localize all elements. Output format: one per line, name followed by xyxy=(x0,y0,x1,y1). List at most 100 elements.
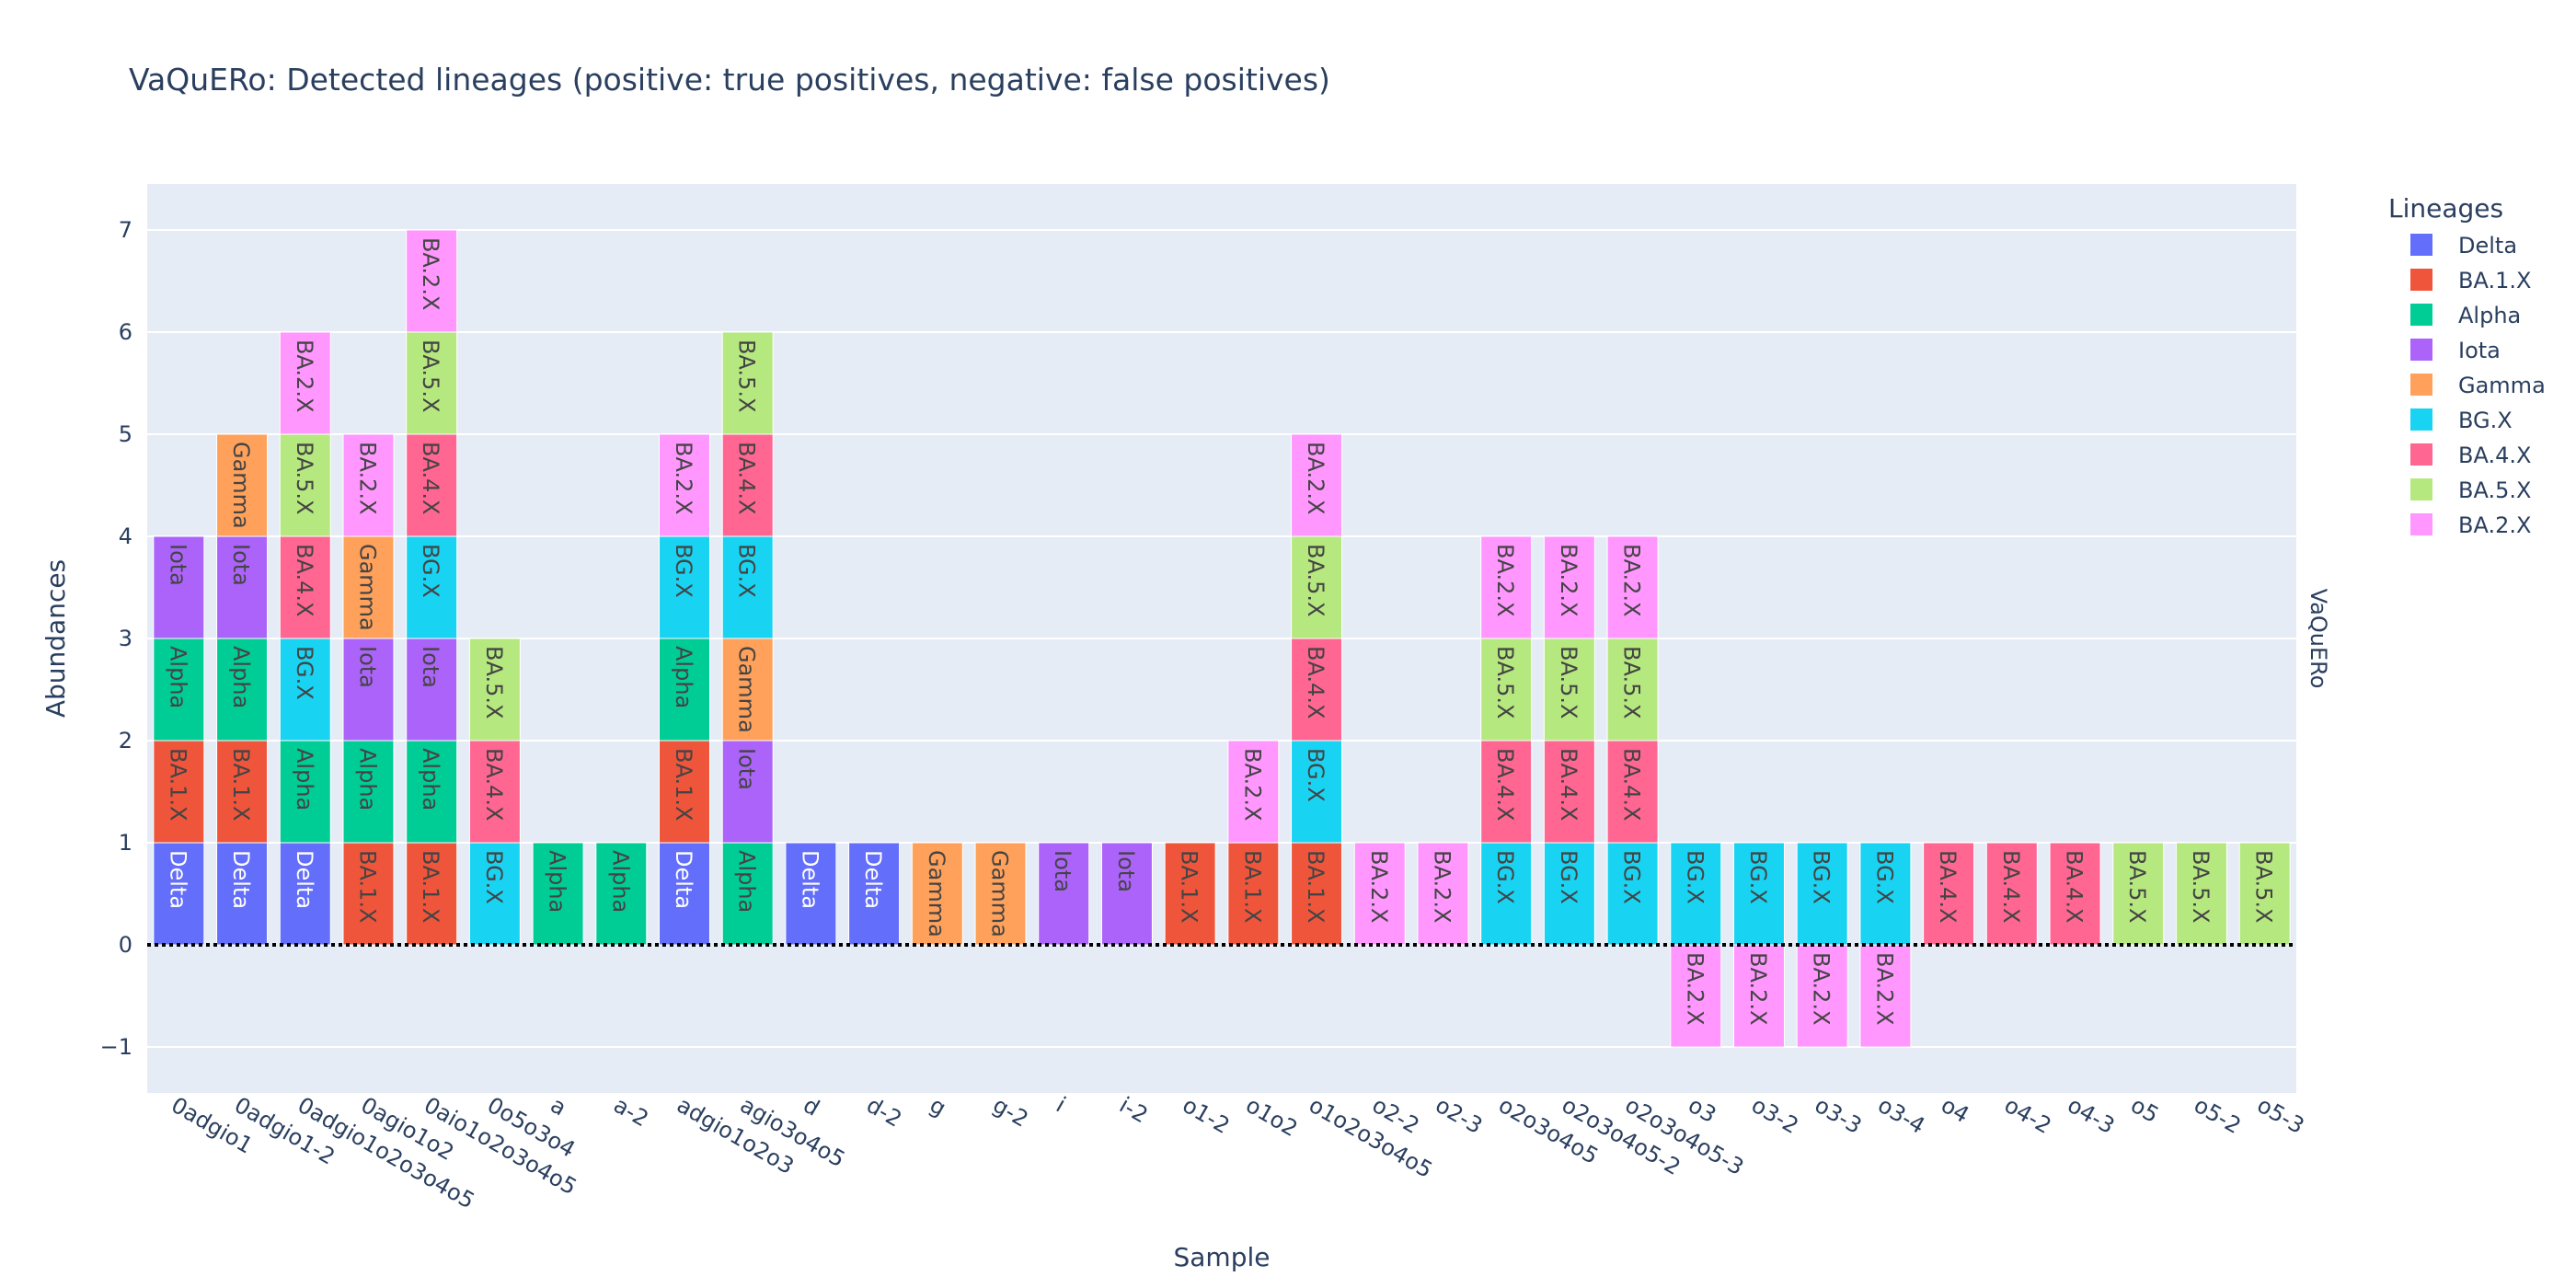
x-axis-title: Sample xyxy=(1174,1242,1271,1272)
bar-segment[interactable] xyxy=(1796,842,1848,946)
bar-segment[interactable] xyxy=(1543,842,1595,946)
bar-segment[interactable] xyxy=(1227,740,1280,844)
bar-segment[interactable] xyxy=(1291,638,1343,742)
bar-segment[interactable] xyxy=(1543,740,1595,844)
bar-segment[interactable] xyxy=(216,535,269,639)
bar-segment[interactable] xyxy=(216,638,269,742)
bar-segment-label: Alpha xyxy=(545,850,570,913)
bar-segment[interactable] xyxy=(153,535,205,639)
bar-segment-label: Alpha xyxy=(734,850,760,913)
legend-swatch[interactable] xyxy=(2410,513,2432,535)
bar-segment[interactable] xyxy=(1543,535,1595,639)
bar-segment[interactable] xyxy=(721,740,774,844)
legend-swatch[interactable] xyxy=(2410,304,2432,326)
bar-segment[interactable] xyxy=(342,740,395,844)
bar-segment[interactable] xyxy=(1291,740,1343,844)
bar-segment[interactable] xyxy=(721,331,774,435)
bar-segment[interactable] xyxy=(2175,842,2227,946)
bar-segment[interactable] xyxy=(1417,842,1469,946)
bar-segment[interactable] xyxy=(1985,842,2038,946)
bar-segment[interactable] xyxy=(659,433,710,537)
bar-segment[interactable] xyxy=(1480,740,1533,844)
bar-segment[interactable] xyxy=(2238,842,2291,946)
bar-segment-label: BA.4.X xyxy=(1492,748,1518,821)
bar-segment[interactable] xyxy=(659,535,710,639)
bar-segment[interactable] xyxy=(1606,535,1659,639)
bar-segment[interactable] xyxy=(153,740,205,844)
bar-segment[interactable] xyxy=(342,842,395,946)
legend-swatch[interactable] xyxy=(2410,374,2432,396)
bar-segment[interactable] xyxy=(153,638,205,742)
bar-segment[interactable] xyxy=(406,638,458,742)
bar-segment-label: BA.1.X xyxy=(354,850,380,923)
bar-segment[interactable] xyxy=(1733,842,1785,946)
bar-segment[interactable] xyxy=(1480,842,1533,946)
bar-segment[interactable] xyxy=(342,535,395,639)
bar-segment[interactable] xyxy=(595,842,648,946)
bar-segment[interactable] xyxy=(721,433,774,537)
bar-segment[interactable] xyxy=(1164,842,1216,946)
bar-segment[interactable] xyxy=(848,842,901,946)
legend-swatch[interactable] xyxy=(2410,339,2432,361)
bar-segment[interactable] xyxy=(1100,842,1153,946)
bar-segment[interactable] xyxy=(1670,944,1722,1048)
bar-segment[interactable] xyxy=(216,433,269,537)
x-tick-label: o5 xyxy=(2126,1092,2163,1128)
bar-segment[interactable] xyxy=(1796,944,1848,1048)
bar-segment[interactable] xyxy=(279,433,331,537)
bar-segment[interactable] xyxy=(279,535,331,639)
bar-segment[interactable] xyxy=(2049,842,2101,946)
bar-segment[interactable] xyxy=(1923,842,1975,946)
bar-segment[interactable] xyxy=(1606,842,1659,946)
bar-segment[interactable] xyxy=(1480,535,1533,639)
bar-segment[interactable] xyxy=(279,842,331,946)
bar-segment[interactable] xyxy=(1291,842,1343,946)
bar-segment[interactable] xyxy=(279,331,331,435)
bar-segment[interactable] xyxy=(1353,842,1406,946)
bar-segment[interactable] xyxy=(721,842,774,946)
bar-segment[interactable] xyxy=(721,535,774,639)
bar-segment[interactable] xyxy=(1038,842,1090,946)
bar-segment[interactable] xyxy=(911,842,963,946)
bar-segment[interactable] xyxy=(532,842,584,946)
bar-segment[interactable] xyxy=(1670,842,1722,946)
bar-segment-label: BA.4.X xyxy=(1303,646,1328,719)
bar-segment[interactable] xyxy=(1291,535,1343,639)
bar-segment-label: Gamma xyxy=(924,850,949,937)
bar-segment[interactable] xyxy=(1859,842,1912,946)
bar-segment[interactable] xyxy=(1606,638,1659,742)
bar-segment[interactable] xyxy=(2112,842,2165,946)
bar-segment[interactable] xyxy=(153,842,205,946)
x-tick-label: i xyxy=(1052,1092,1070,1118)
bar-segment[interactable] xyxy=(468,740,521,844)
legend-swatch[interactable] xyxy=(2410,269,2432,291)
bar-segment-label: BG.X xyxy=(481,850,507,904)
bar-segment[interactable] xyxy=(1543,638,1595,742)
bar-segment[interactable] xyxy=(1859,944,1912,1048)
bar-segment[interactable] xyxy=(342,433,395,537)
bar-segment[interactable] xyxy=(342,638,395,742)
legend-item-label: Delta xyxy=(2458,233,2517,259)
bar-segment[interactable] xyxy=(1480,638,1533,742)
legend-swatch[interactable] xyxy=(2410,443,2432,466)
bar-segment[interactable] xyxy=(974,842,1027,946)
bar-segment[interactable] xyxy=(1291,433,1343,537)
bar-segment[interactable] xyxy=(659,740,710,844)
bar-segment[interactable] xyxy=(279,740,331,844)
bar-segment[interactable] xyxy=(279,638,331,742)
bar-segment[interactable] xyxy=(721,638,774,742)
bar-segment[interactable] xyxy=(216,842,269,946)
bar-segment-label: BG.X xyxy=(1745,850,1771,904)
bar-segment[interactable] xyxy=(1733,944,1785,1048)
bar-segment[interactable] xyxy=(468,638,521,742)
legend-swatch[interactable] xyxy=(2410,408,2432,431)
bar-segment[interactable] xyxy=(216,740,269,844)
bars[interactable]: Delta BA.1.X Alpha Iota Delta BA.1.X Alpha Iota… xyxy=(153,229,2291,1048)
bar-segment[interactable] xyxy=(406,535,458,639)
bar-segment[interactable] xyxy=(406,229,458,333)
bar-segment[interactable] xyxy=(406,331,458,435)
legend-swatch[interactable] xyxy=(2410,478,2432,500)
bar-segment[interactable] xyxy=(659,638,710,742)
legend-swatch[interactable] xyxy=(2410,234,2432,256)
bar-segment[interactable] xyxy=(406,740,458,844)
